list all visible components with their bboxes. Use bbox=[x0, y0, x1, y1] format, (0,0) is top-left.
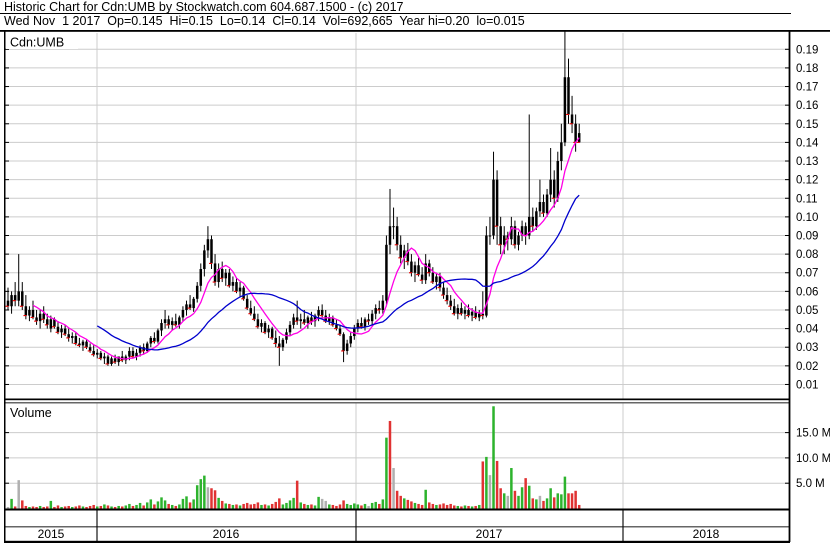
price-tick-label: 0.18 bbox=[796, 63, 818, 75]
axis-labels-layer: 0.19 0.18 0.17 0.16 0.15 0.14 0.13 0.12 0.11 0.10… bbox=[38, 44, 830, 541]
price-tick-label: 0.11 bbox=[796, 193, 818, 205]
price-tick-label: 0.09 bbox=[796, 231, 818, 243]
ma-slow-line bbox=[96, 194, 580, 351]
volume-label-backdrop bbox=[6, 405, 66, 420]
year-label: 2015 bbox=[38, 527, 65, 541]
volume-tick-label: 10.0 M bbox=[796, 453, 830, 465]
year-label: 2018 bbox=[693, 527, 720, 541]
year-label: 2017 bbox=[476, 527, 503, 541]
price-tick-label: 0.16 bbox=[796, 100, 818, 112]
price-tick-label: 0.10 bbox=[796, 212, 818, 224]
price-tick-label: 0.19 bbox=[796, 44, 818, 56]
price-tick-label: 0.01 bbox=[796, 379, 818, 391]
price-tick-label: 0.07 bbox=[796, 268, 818, 280]
volume-tick-label: 5.0 M bbox=[796, 478, 825, 490]
price-tick-label: 0.13 bbox=[796, 156, 818, 168]
candlesticks-layer bbox=[5, 30, 581, 366]
price-tick-label: 0.12 bbox=[796, 175, 818, 187]
price-tick-label: 0.03 bbox=[796, 342, 818, 354]
price-tick-label: 0.17 bbox=[796, 82, 818, 94]
moving-averages-layer bbox=[32, 137, 580, 360]
chart-canvas: 0.19 0.18 0.17 0.16 0.15 0.14 0.13 0.12 0.11 0.10… bbox=[0, 30, 830, 543]
price-tick-label: 0.04 bbox=[796, 324, 819, 336]
chart-title: Historic Chart for Cdn:UMB by Stockwatch… bbox=[0, 0, 791, 14]
price-tick-label: 0.02 bbox=[796, 361, 818, 373]
symbol-label-backdrop bbox=[6, 34, 78, 49]
price-tick-label: 0.05 bbox=[796, 305, 818, 317]
ma-fast-line bbox=[32, 137, 580, 360]
quote-summary-line: Wed Nov 1 2017 Op=0.145 Hi=0.15 Lo=0.14 … bbox=[4, 14, 525, 28]
symbol-label: Cdn:UMB bbox=[10, 36, 64, 50]
volume-pane-label: Volume bbox=[10, 406, 52, 420]
volume-bars-layer bbox=[6, 406, 581, 509]
price-tick-label: 0.06 bbox=[796, 286, 818, 298]
axis-ticks-layer bbox=[5, 48, 789, 484]
price-tick-label: 0.15 bbox=[796, 119, 818, 131]
volume-tick-label: 15.0 M bbox=[796, 428, 830, 440]
price-tick-label: 0.08 bbox=[796, 249, 818, 261]
pane-borders-layer bbox=[0, 30, 830, 543]
price-tick-label: 0.14 bbox=[796, 137, 819, 149]
chart-header: Historic Chart for Cdn:UMB by Stockwatch… bbox=[0, 0, 830, 29]
year-label: 2016 bbox=[213, 527, 240, 541]
